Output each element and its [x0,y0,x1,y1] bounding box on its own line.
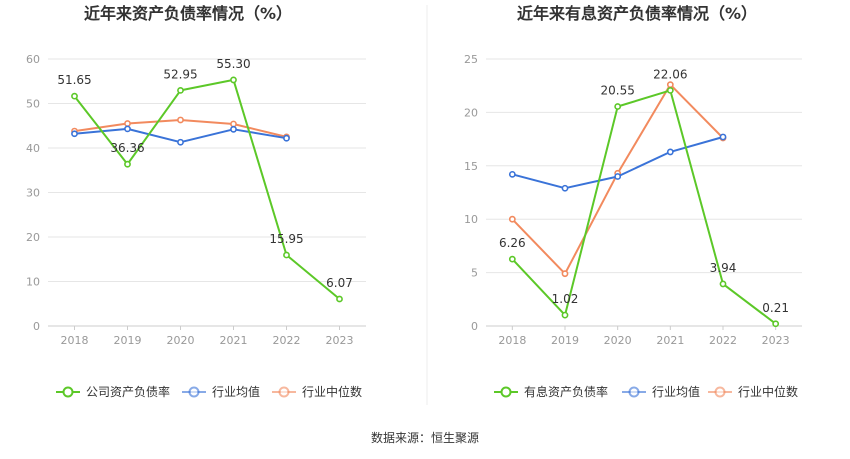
x-tick-label: 2022 [273,334,301,347]
data-point [283,134,290,142]
chart-title: 近年来资产负债率情况（%） [84,4,292,23]
source-note: 数据来源：恒生聚源 [371,430,479,445]
y-tick-label: 0 [471,320,478,333]
data-point [614,173,622,180]
data-point [719,280,727,288]
y-tick-label: 0 [33,320,40,333]
x-tick-label: 2020 [167,334,195,347]
data-label: 1.02 [552,292,579,306]
data-label: 0.21 [762,301,789,315]
legend-label: 行业中位数 [738,384,798,399]
legend-label: 行业均值 [212,384,260,399]
legend-label: 行业均值 [652,384,700,399]
data-label: 6.07 [326,276,353,290]
chart-title: 近年来有息资产负债率情况（%） [517,4,757,23]
legend-swatch-marker [62,386,74,398]
x-tick-label: 2023 [762,334,790,347]
data-point [561,184,569,192]
data-point [561,270,569,278]
data-point [561,311,569,319]
data-label: 55.30 [216,57,250,71]
legend-label: 有息资产负债率 [524,384,608,399]
data-point [336,295,343,303]
data-label: 22.06 [653,67,687,81]
data-point [71,130,78,138]
data-point [614,103,622,110]
legend-item[interactable]: 行业中位数 [708,384,798,399]
data-point [177,86,184,94]
data-point [124,125,131,133]
data-point [719,133,727,141]
data-point [177,116,184,124]
y-tick-label: 10 [464,213,478,226]
y-tick-label: 30 [26,187,40,200]
y-tick-label: 20 [26,231,40,244]
x-tick-label: 2020 [604,334,632,347]
x-tick-label: 2023 [326,334,354,347]
x-tick-label: 2019 [114,334,142,347]
legend-item[interactable]: 行业中位数 [272,384,362,399]
data-point [230,125,237,133]
data-point [124,160,131,168]
data-point [666,86,674,94]
legend-swatch-marker [628,386,640,398]
data-point [666,81,674,89]
legend-swatch-marker [714,386,726,398]
y-tick-label: 50 [26,98,40,111]
data-point [283,251,290,259]
series-line [511,89,777,325]
legend-item[interactable]: 有息资产负债率 [494,384,608,399]
x-tick-label: 2018 [498,334,526,347]
data-point [71,92,78,100]
x-tick-label: 2019 [551,334,579,347]
legend-label: 行业中位数 [302,384,362,399]
chart-interest-bearing-debt-ratio: 近年来有息资产负债率情况（%） 0 5 10 15 20 25 2018 2019 2020 202… [464,4,802,399]
series-line [73,78,341,300]
series-line [512,136,724,190]
legend-item[interactable]: 行业均值 [622,384,700,399]
y-tick-label: 60 [26,53,40,66]
x-tick-label: 2021 [220,334,248,347]
y-tick-label: 5 [471,267,478,280]
data-point [177,138,184,146]
y-tick-label: 10 [26,276,40,289]
legend-swatch-marker [188,386,200,398]
data-label: 36.36 [110,141,144,155]
data-label: 15.95 [269,232,303,246]
legend-swatch-marker [278,386,290,398]
data-point [666,148,674,156]
legend-label: 公司资产负债率 [86,384,170,399]
x-tick-label: 2021 [656,334,684,347]
x-tick-label: 2018 [61,334,89,347]
data-label: 20.55 [600,84,634,98]
data-point [508,170,516,178]
data-point [508,255,516,263]
data-label: 6.26 [499,236,526,250]
legend-swatch-marker [500,386,512,398]
y-tick-label: 20 [464,106,478,119]
y-tick-label: 15 [464,160,478,173]
data-point [230,120,237,128]
legend-item[interactable]: 行业均值 [182,384,260,399]
data-point [508,215,516,223]
y-tick-label: 25 [464,53,478,66]
legend-item[interactable]: 公司资产负债率 [56,384,170,399]
x-tick-label: 2022 [709,334,737,347]
data-point [124,120,131,127]
chart-debt-ratio: 近年来资产负债率情况（%） 0 10 20 30 40 50 60 2018 2019 2020 20… [26,4,366,399]
data-label: 52.95 [163,67,197,81]
data-point [230,76,237,84]
data-point [772,320,780,328]
data-label: 51.65 [57,73,91,87]
data-label: 3.94 [710,261,737,275]
y-tick-label: 40 [26,142,40,155]
